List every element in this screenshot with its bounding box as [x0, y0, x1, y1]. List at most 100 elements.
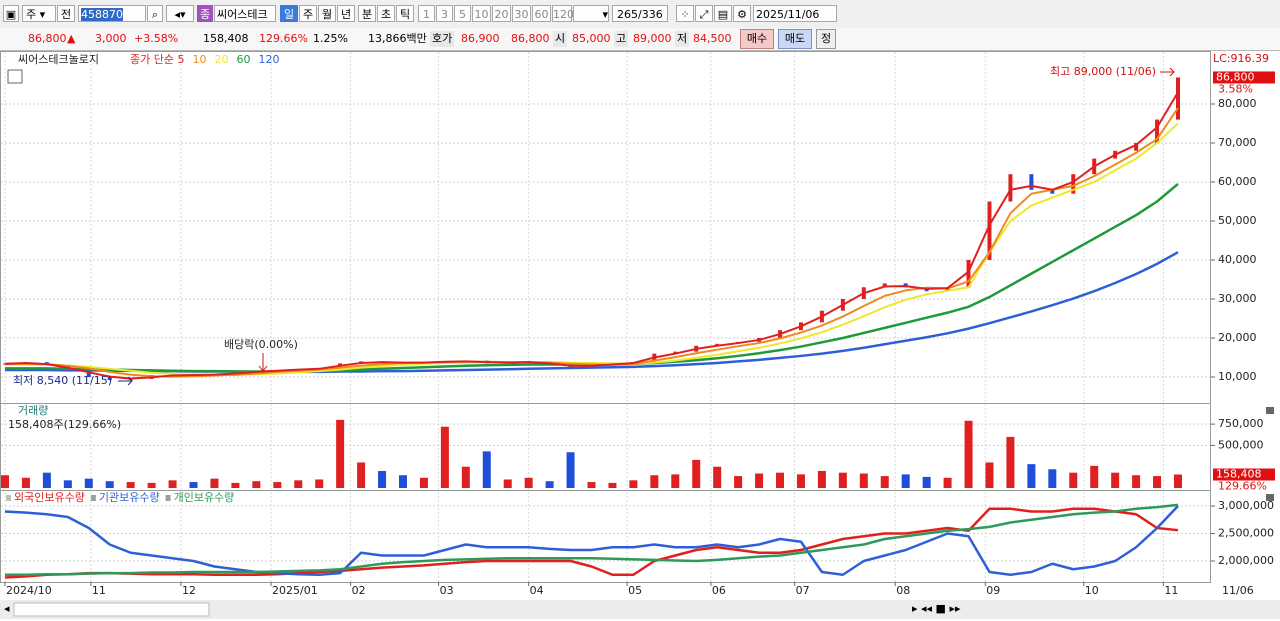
volume-bar [671, 474, 680, 488]
y-tick-label: 80,000 [1218, 97, 1257, 110]
candle [86, 371, 91, 377]
period-button[interactable]: 초 [377, 5, 395, 22]
turnover: 1.25% [313, 32, 348, 45]
extra-button[interactable]: 정 [816, 29, 836, 49]
panel-subtitle: 158,408주(129.66%) [8, 418, 121, 431]
last-change-label: 3.58% [1218, 82, 1253, 95]
volume-bar [1090, 465, 1099, 488]
volume-bar [105, 481, 114, 488]
volume-bar [692, 459, 701, 488]
legend-entry: 10 [192, 53, 206, 66]
volume-bar [776, 472, 785, 488]
count-box[interactable]: 265/336 [612, 5, 668, 22]
open: 85,000 [572, 32, 611, 45]
settings-icon[interactable]: ⚙ [733, 5, 751, 22]
x-tick-label: 03 [440, 584, 454, 597]
volume-bar [1174, 474, 1182, 488]
y-tick-label: 30,000 [1218, 292, 1257, 305]
minute-button[interactable]: 30 [512, 5, 531, 22]
candle [1155, 119, 1160, 143]
sell-button[interactable]: 매도 [778, 29, 812, 49]
period-button[interactable]: 월 [318, 5, 336, 22]
minute-button[interactable]: 3 [436, 5, 453, 22]
volume-bar [545, 481, 554, 488]
x-tick-label: 08 [896, 584, 910, 597]
low: 84,500 [693, 32, 732, 45]
volume-bar [1006, 436, 1015, 488]
market-badge: 종 [197, 5, 213, 22]
candle [987, 201, 992, 260]
ma-line [4, 91, 1179, 380]
minute-button[interactable]: 5 [454, 5, 471, 22]
volume-bar [1027, 464, 1036, 488]
corner-label: LC:916.39 [1213, 52, 1269, 65]
minute-button[interactable]: 20 [492, 5, 511, 22]
high: 89,000 [633, 32, 672, 45]
volume-bar [168, 480, 177, 488]
x-tick-label: 10 [1085, 584, 1099, 597]
volume-bar [1132, 475, 1141, 488]
change-rate: +3.58% [134, 32, 179, 45]
chart-title: 씨어스테크놀로지 [18, 53, 99, 66]
candle [882, 283, 887, 288]
menu-icon[interactable]: ▣ [3, 5, 19, 22]
volume-bar [817, 470, 826, 488]
panel-button[interactable] [1266, 494, 1274, 501]
volume-bar [21, 477, 30, 488]
volume-bar [440, 426, 449, 488]
high-arrow [1160, 67, 1175, 77]
custom-select[interactable]: ▾ [573, 5, 609, 22]
legend-entry: 20 [214, 53, 228, 66]
prev-button[interactable]: 전 [57, 5, 75, 22]
scroll-left[interactable]: ◂ [4, 602, 10, 615]
calc-icon[interactable] [7, 69, 23, 84]
x-tick-label: 2025/01 [272, 584, 318, 597]
minute-button[interactable]: 1 [418, 5, 435, 22]
price: 86,800 [28, 32, 67, 45]
period-button[interactable]: 일 [280, 5, 298, 22]
save-icon[interactable]: ▤ [714, 5, 732, 22]
scrollbar[interactable] [0, 600, 1280, 619]
volume-bar [378, 470, 387, 488]
minute-button[interactable]: 120 [552, 5, 574, 22]
buy-button[interactable]: 매수 [740, 29, 774, 49]
period-button[interactable]: 분 [358, 5, 376, 22]
scroll-controls[interactable]: ▸ ◂◂ ■ ▸▸ [912, 602, 961, 615]
legend-entry: 개인보유수량 [174, 491, 235, 504]
volume-bar [126, 482, 135, 488]
volume-rate: 129.66% [259, 32, 308, 45]
candle [966, 259, 971, 288]
legend-swatch [6, 495, 11, 501]
period-button[interactable]: 주 [299, 5, 317, 22]
tool-icon[interactable]: ⁘ [676, 5, 694, 22]
sound-button[interactable]: ◂▾ [166, 5, 194, 22]
y-tick-label: 750,000 [1218, 417, 1264, 430]
panel-button[interactable] [1266, 407, 1274, 414]
minute-button[interactable]: 60 [532, 5, 551, 22]
legend-entry: 외국인보유수량 [14, 491, 85, 504]
code-input[interactable]: 458870 [78, 5, 146, 22]
tool-icon[interactable]: ⤢ [695, 5, 713, 22]
y-tick-label: 20,000 [1218, 331, 1257, 344]
volume-bar [587, 482, 596, 488]
last-volume-rate: 129.66% [1218, 480, 1267, 493]
volume-bar [419, 477, 428, 488]
x-tick-label: 06 [712, 584, 726, 597]
period-button[interactable]: 틱 [396, 5, 414, 22]
total: /336 [638, 8, 663, 21]
x-tick-label: 09 [986, 584, 1000, 597]
candle [1029, 174, 1034, 190]
volume-bar [357, 462, 366, 488]
date-box[interactable]: 2025/11/06 [753, 5, 837, 22]
minute-button[interactable]: 10 [472, 5, 491, 22]
toolbar: ▣ 주 ▾ 전 458870 ⌕ ◂▾ 종 씨어스테크 일 주 월 년 분 초 … [0, 0, 1280, 29]
holding-line [4, 507, 1179, 579]
type-select[interactable]: 주 ▾ [22, 5, 56, 22]
volume-bar [713, 466, 722, 488]
candle [1071, 174, 1076, 194]
scroll-track[interactable] [13, 602, 210, 617]
volume-bar [524, 477, 533, 488]
period-button[interactable]: 년 [337, 5, 355, 22]
search-button[interactable]: ⌕ [147, 5, 163, 22]
